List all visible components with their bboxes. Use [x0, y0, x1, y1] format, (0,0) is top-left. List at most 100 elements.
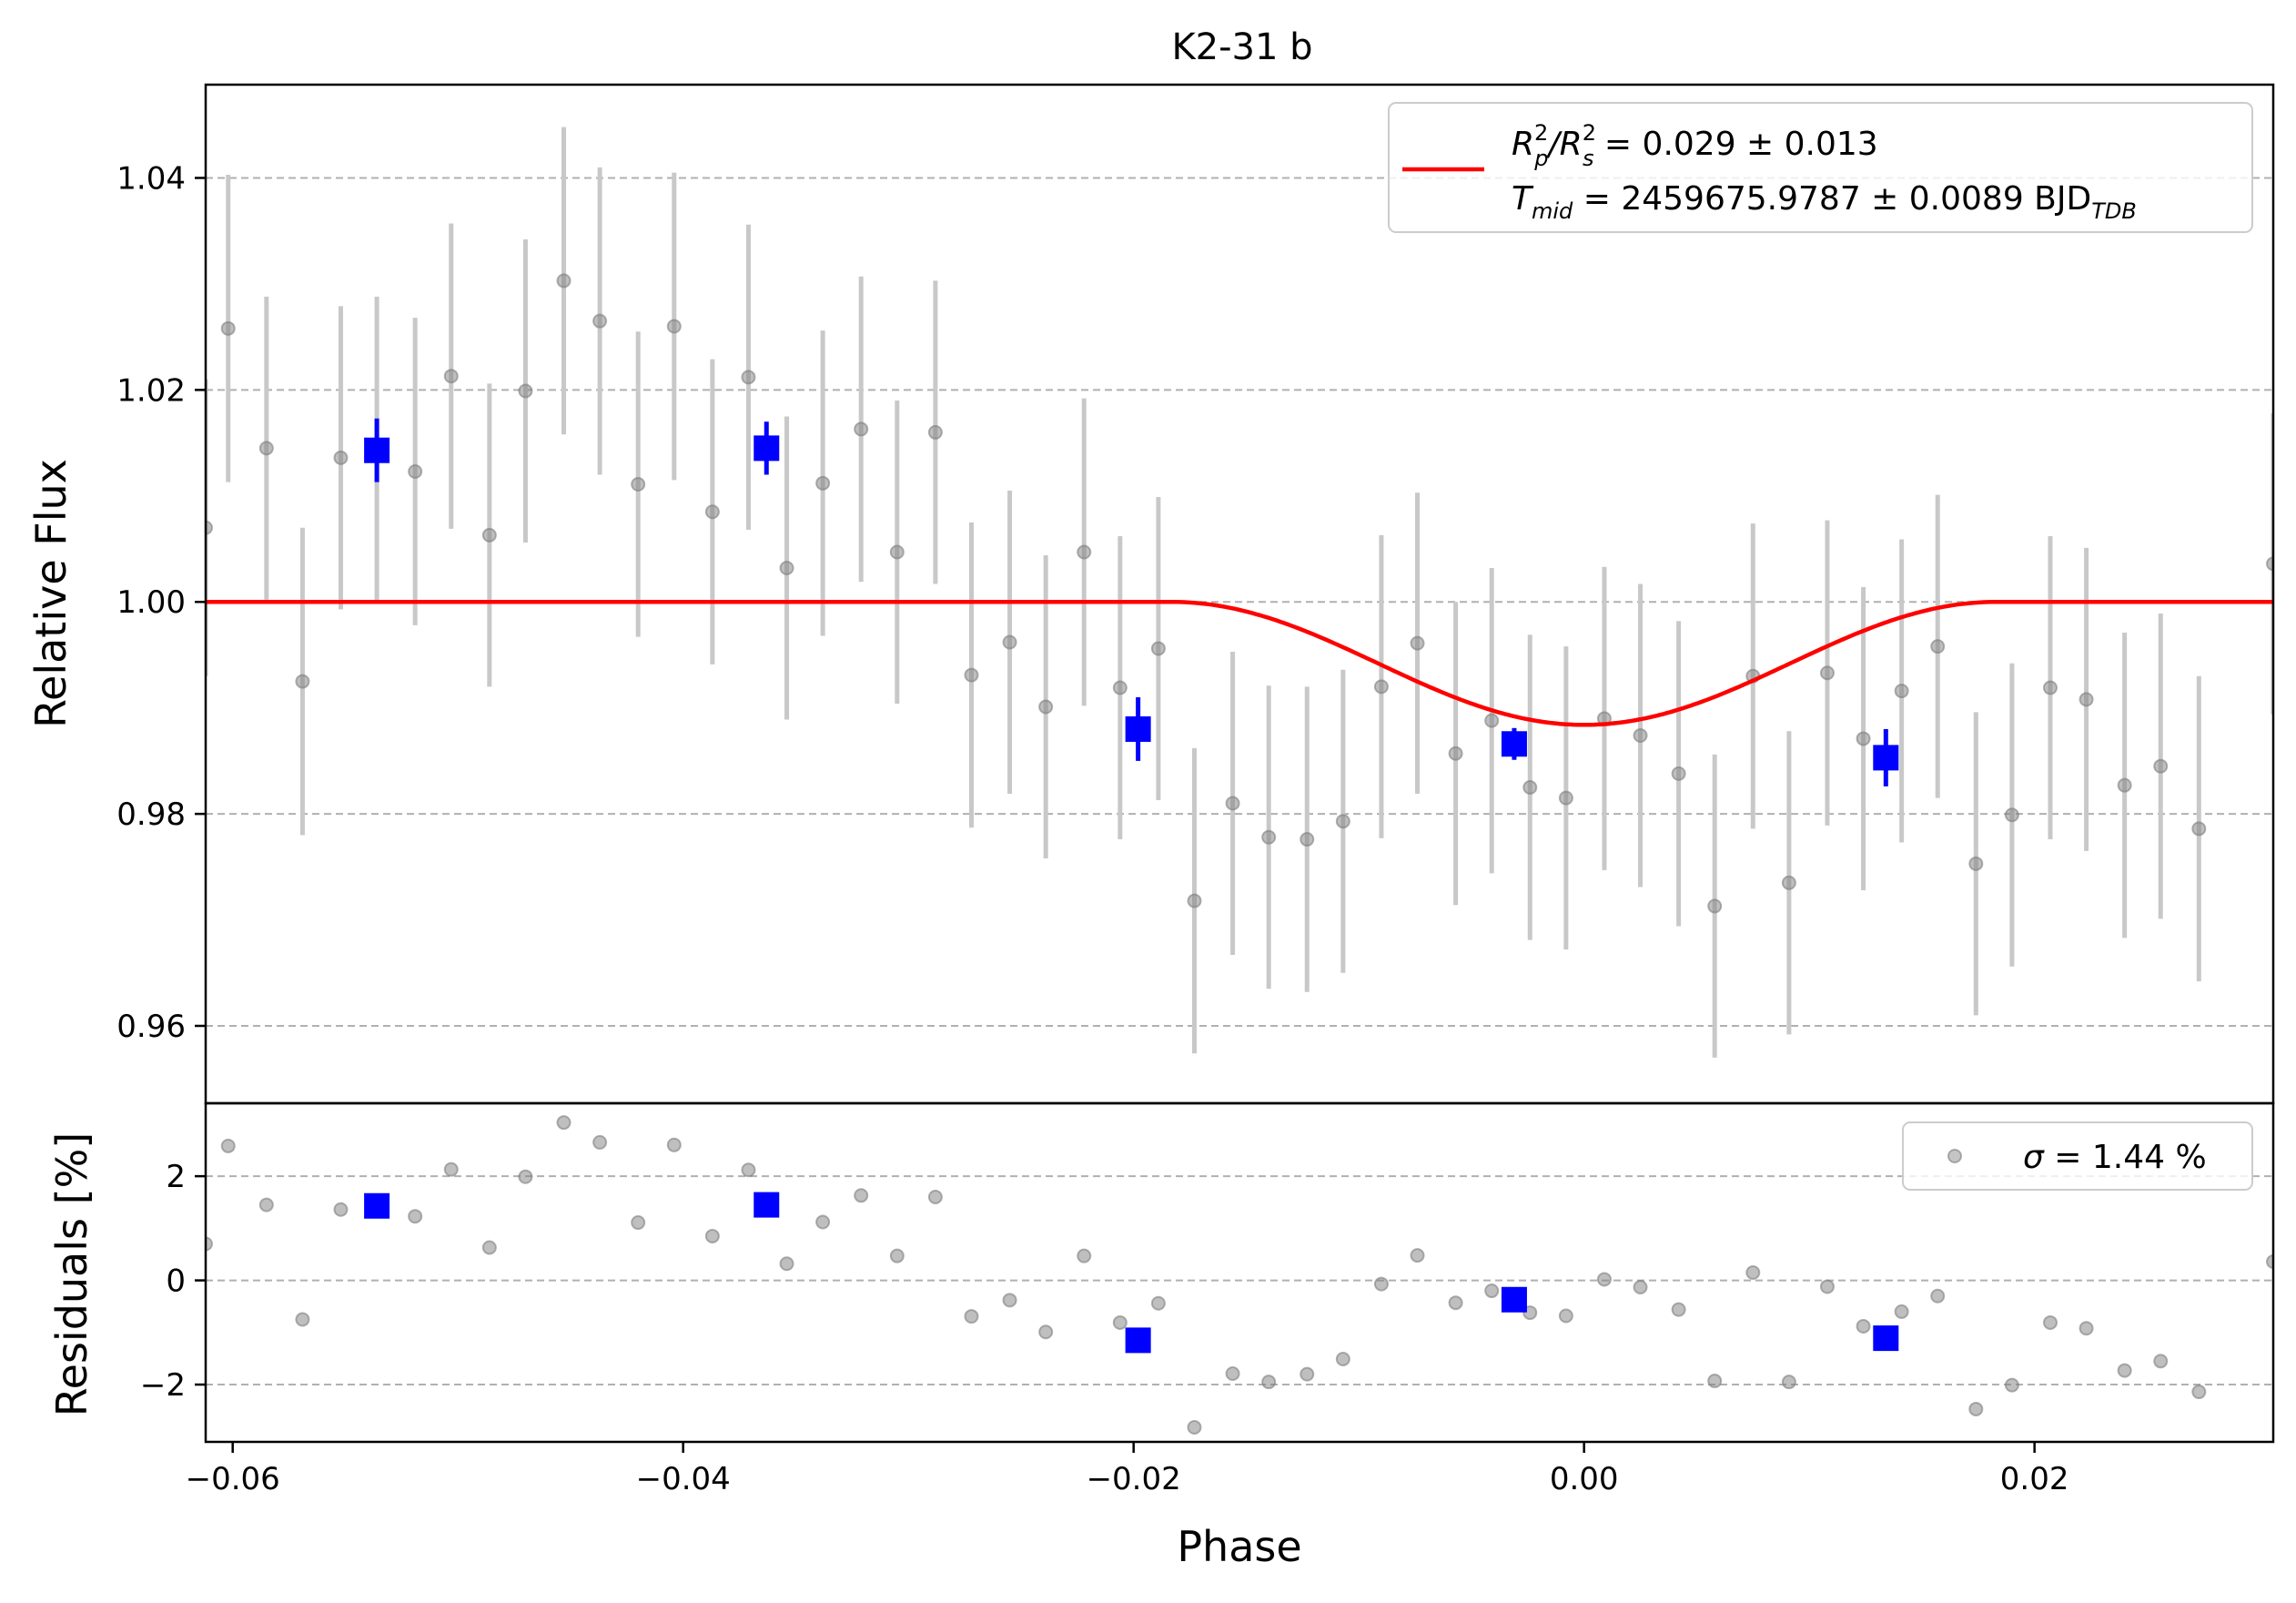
flux-y-tick-label: 1.02	[116, 372, 186, 409]
flux-binned-point	[1873, 745, 1899, 771]
flux-raw-point	[666, 319, 682, 334]
residuals-raw-point	[1596, 1272, 1612, 1287]
flux-raw-point	[741, 370, 756, 385]
residuals-raw-point	[927, 1190, 943, 1205]
residuals-raw-point	[220, 1138, 236, 1153]
residuals-raw-point	[1968, 1401, 1984, 1416]
flux-raw-point	[443, 369, 459, 384]
flux-raw-point	[2117, 777, 2132, 793]
flux-raw-point	[1930, 639, 1946, 654]
flux-raw-point	[2266, 556, 2273, 572]
residuals-raw-point	[408, 1209, 423, 1224]
residuals-y-axis-title: Residuals [%]	[47, 1132, 96, 1416]
flux-raw-point	[556, 273, 571, 289]
flux-raw-point	[295, 674, 310, 689]
residuals-raw-point	[741, 1162, 756, 1178]
residuals-raw-point	[1261, 1375, 1277, 1390]
residuals-y-ticks: −2 0 2	[140, 1159, 206, 1404]
residuals-raw-point	[1410, 1248, 1425, 1263]
flux-y-tick-label: 1.00	[116, 584, 186, 621]
residuals-raw-point	[1335, 1352, 1350, 1367]
residuals-raw-point	[779, 1256, 794, 1272]
flux-raw-point	[1968, 856, 1984, 871]
flux-raw-point	[927, 424, 943, 440]
residuals-legend-box	[1902, 1121, 2253, 1191]
flux-raw-point	[1002, 634, 1017, 650]
residuals-y-tick-label: 0	[166, 1263, 186, 1300]
phase-x-tick-label: 0.00	[1550, 1461, 1619, 1497]
residuals-raw-point	[889, 1248, 905, 1263]
flux-raw-point	[1522, 780, 1538, 796]
residuals-raw-point	[1894, 1304, 1909, 1319]
flux-raw-point	[1300, 832, 1315, 847]
flux-raw-point	[2153, 758, 2169, 774]
residuals-raw-point	[2153, 1354, 2169, 1369]
flux-raw-point	[1856, 731, 1871, 746]
phase-x-tick-label: 0.02	[2000, 1461, 2069, 1497]
flux-raw-point	[1633, 727, 1648, 743]
phase-x-tick-label: −0.02	[1087, 1461, 1181, 1497]
residuals-binned-point	[1501, 1286, 1527, 1313]
residuals-raw-point	[964, 1309, 979, 1324]
residuals-raw-point	[258, 1197, 274, 1212]
residuals-raw-point	[1484, 1283, 1500, 1299]
residuals-raw-point	[592, 1134, 608, 1150]
residuals-legend: σ = 1.44 %	[1902, 1121, 2253, 1191]
flux-raw-point	[2042, 680, 2058, 695]
flux-raw-point	[1671, 766, 1686, 781]
residuals-raw-point	[1707, 1374, 1723, 1389]
residuals-raw-point	[631, 1215, 646, 1231]
residuals-raw-point	[481, 1240, 497, 1255]
residuals-raw-point	[666, 1137, 682, 1152]
residuals-raw-point	[1002, 1293, 1017, 1308]
flux-raw-point	[1707, 898, 1723, 914]
flux-raw-point	[592, 313, 608, 329]
residuals-binned-point	[1125, 1327, 1151, 1354]
flux-raw-point	[631, 476, 646, 492]
residuals-raw-point	[1745, 1265, 1761, 1280]
phase-x-tick-label: −0.06	[186, 1461, 280, 1497]
residuals-axes-frame	[204, 1101, 2275, 1444]
flux-raw-point	[815, 475, 831, 491]
residuals-legend-marker	[1947, 1149, 1962, 1163]
transit-model	[206, 599, 2273, 727]
residuals-raw-point	[443, 1162, 459, 1177]
residuals-sigma-label: σ = 1.44 %	[2023, 1139, 2207, 1176]
flux-raw-point	[408, 464, 423, 480]
residuals-raw-points	[206, 1115, 2273, 1435]
flux-raw-point	[889, 544, 905, 560]
residuals-raw-point	[518, 1169, 533, 1184]
residuals-y-tick-label: −2	[140, 1367, 186, 1404]
flux-raw-point	[2191, 821, 2207, 837]
flux-raw-point	[1410, 635, 1425, 651]
residuals-raw-point	[1187, 1419, 1202, 1435]
flux-binned-point	[1125, 715, 1151, 742]
flux-raw-point	[1112, 680, 1128, 695]
residuals-gridlines	[206, 1175, 2273, 1386]
residuals-raw-point	[1225, 1366, 1240, 1382]
flux-raw-point	[1038, 699, 1054, 715]
flux-panel: 0.96 0.98 1.00 1.02 1.04 Relative Flux R2 p/R…	[26, 83, 2275, 1105]
flux-raw-point	[1558, 790, 1573, 806]
residuals-raw-point	[295, 1312, 310, 1327]
flux-legend: R2 p/R2 s = 0.029 ± 0.013 Tmid = 2459675.9…	[1388, 102, 2253, 233]
residuals-binned-points	[364, 1192, 1899, 1354]
residuals-raw-point	[1448, 1295, 1463, 1311]
flux-raw-point	[1448, 746, 1463, 761]
phase-x-ticks: −0.06 −0.04 −0.02 0.00 0.02	[186, 1442, 2069, 1497]
residuals-binned-point	[364, 1192, 390, 1219]
flux-raw-point	[1261, 829, 1277, 845]
residuals-raw-point	[206, 1236, 213, 1252]
chart-title: K2-31 b	[1171, 26, 1312, 68]
residuals-raw-point	[1150, 1295, 1166, 1311]
residuals-raw-point	[2117, 1363, 2132, 1378]
residuals-raw-point	[1300, 1366, 1315, 1382]
residuals-raw-point	[1077, 1248, 1092, 1263]
residuals-binned-point	[1873, 1325, 1899, 1352]
residuals-raw-point	[1112, 1314, 1128, 1330]
residuals-raw-point	[2004, 1377, 2019, 1393]
residuals-raw-point	[1819, 1279, 1835, 1294]
residuals-raw-point	[1558, 1308, 1573, 1324]
flux-raw-point	[1225, 796, 1240, 811]
